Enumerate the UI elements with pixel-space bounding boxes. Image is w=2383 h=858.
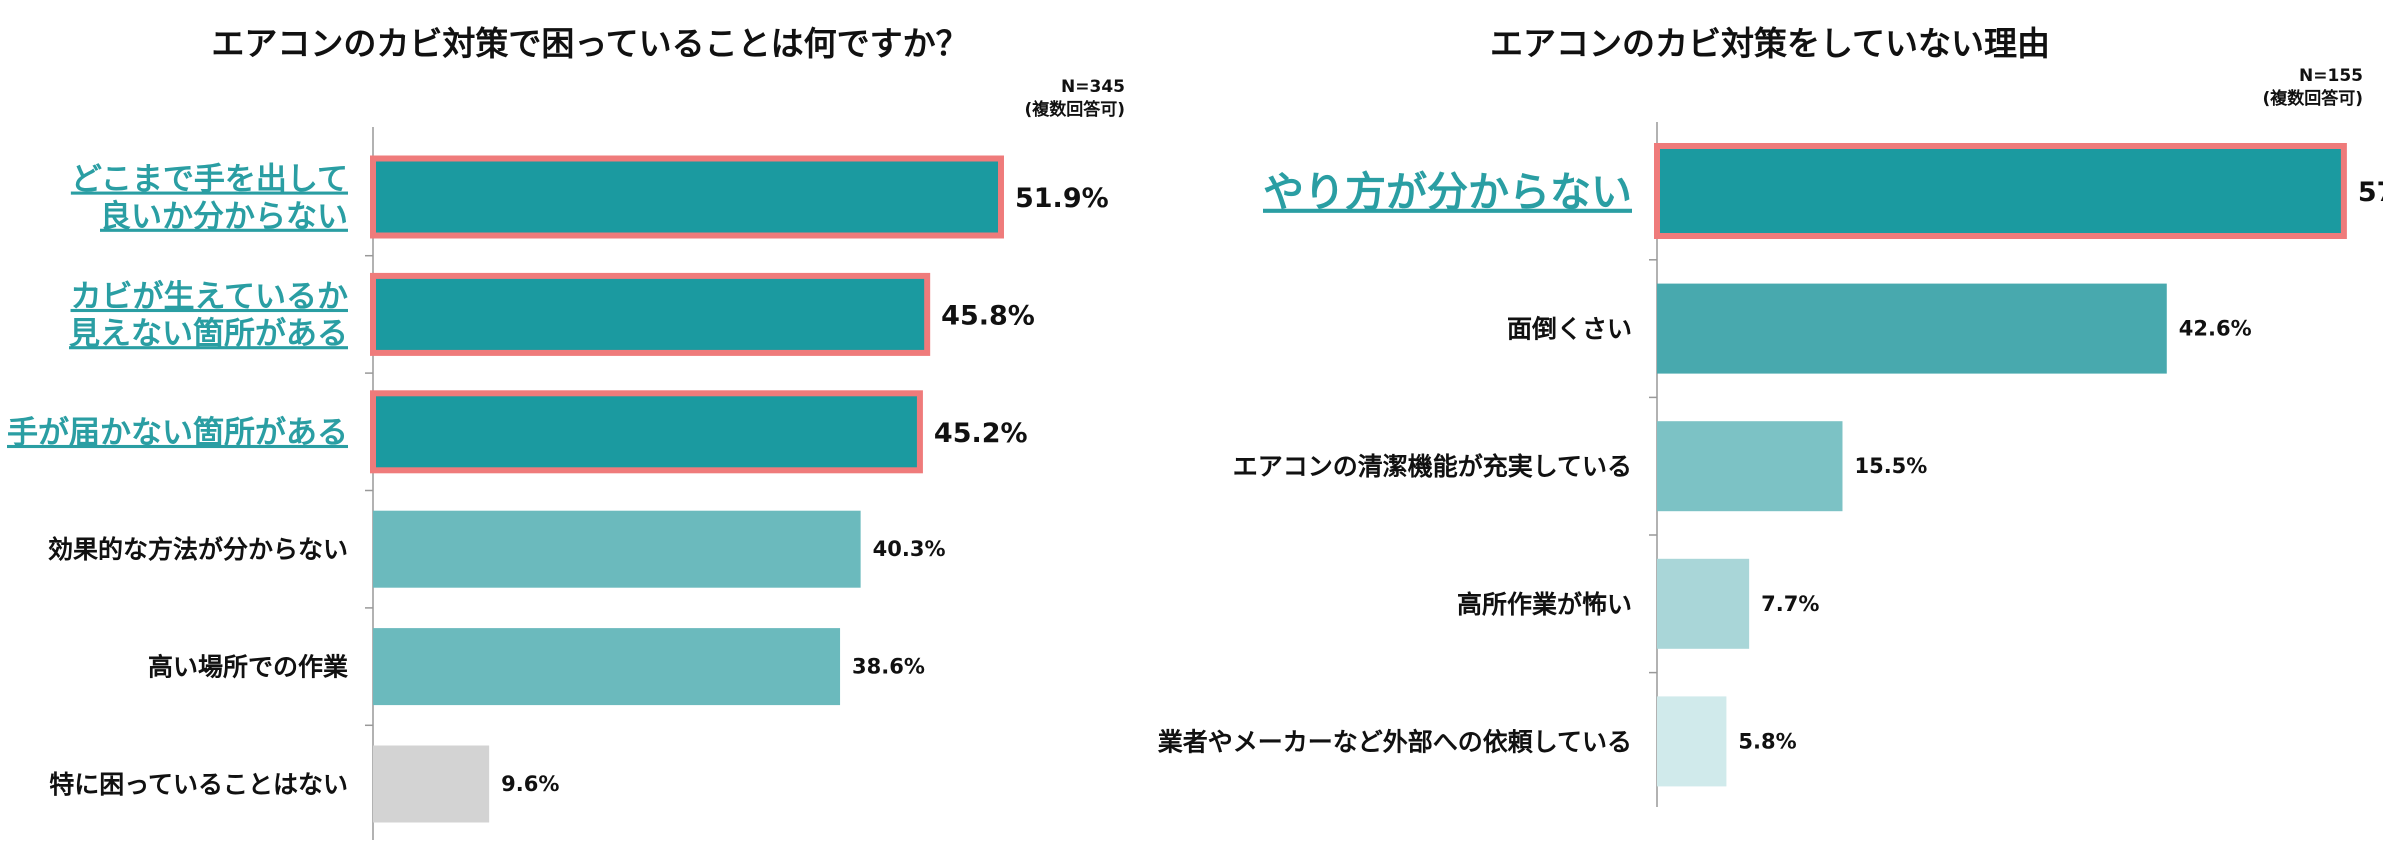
bar (1657, 558, 1750, 649)
category-label: 業者やメーカーなど外部への依頼している (1158, 727, 1632, 756)
value-label: 40.3% (873, 537, 946, 561)
bar (370, 390, 923, 474)
bar (373, 745, 490, 823)
chart-left-title: エアコンのカビ対策で困っていることは何ですか？ (211, 24, 968, 63)
category-label: どこまで手を出して (71, 162, 348, 198)
value-label: 9.6% (501, 772, 559, 796)
chart-right-title: エアコンのカビ対策をしていない理由 (1490, 24, 2050, 63)
value-label: 15.5% (1854, 454, 1927, 478)
value-label: 5.8% (1738, 729, 1796, 753)
bar (373, 510, 861, 588)
category-label: エアコンの清潔機能が充実している (1233, 452, 1632, 481)
bar (370, 155, 1004, 239)
value-label: 45.2% (934, 418, 1028, 449)
category-label: 手が届かない箇所がある (7, 415, 348, 451)
bar (1657, 696, 1727, 787)
category-label: 高所作業が怖い (1457, 590, 1632, 619)
bar (373, 628, 841, 706)
chart-left-n: N=345 (1061, 77, 1125, 97)
chart-left: エアコンのカビ対策で困っていることは何ですか？ N=345 (複数回答可) 51… (7, 24, 1125, 840)
bar (370, 272, 931, 356)
value-label: 38.6% (852, 655, 925, 679)
value-label: 7.7% (1761, 592, 1819, 616)
bar (1657, 283, 2167, 374)
value-label: 57.4% (2358, 177, 2383, 208)
category-label: 効果的な方法が分からない (48, 535, 348, 564)
category-label: やり方が分からない (1263, 168, 1632, 216)
category-label: 高い場所での作業 (148, 653, 348, 682)
category-label: 面倒くさい (1507, 315, 1632, 344)
value-label: 42.6% (2179, 317, 2252, 341)
category-label: 見えない箇所がある (69, 316, 348, 352)
category-label: 良いか分からない (100, 199, 348, 235)
chart-right: エアコンのカビ対策をしていない理由 N=155 (複数回答可) 57.4% やり方… (1158, 24, 2383, 807)
chart-left-multi: (複数回答可) (1024, 99, 1125, 120)
chart-right-multi: (複数回答可) (2262, 88, 2363, 109)
value-label: 45.8% (941, 300, 1035, 331)
bar (1654, 143, 2347, 239)
bar (1657, 421, 1843, 512)
category-label: 特に困っていることはない (49, 770, 348, 799)
category-label: カビが生えているか (71, 279, 348, 315)
chart-right-n: N=155 (2299, 66, 2363, 86)
value-label: 51.9% (1015, 183, 1109, 214)
